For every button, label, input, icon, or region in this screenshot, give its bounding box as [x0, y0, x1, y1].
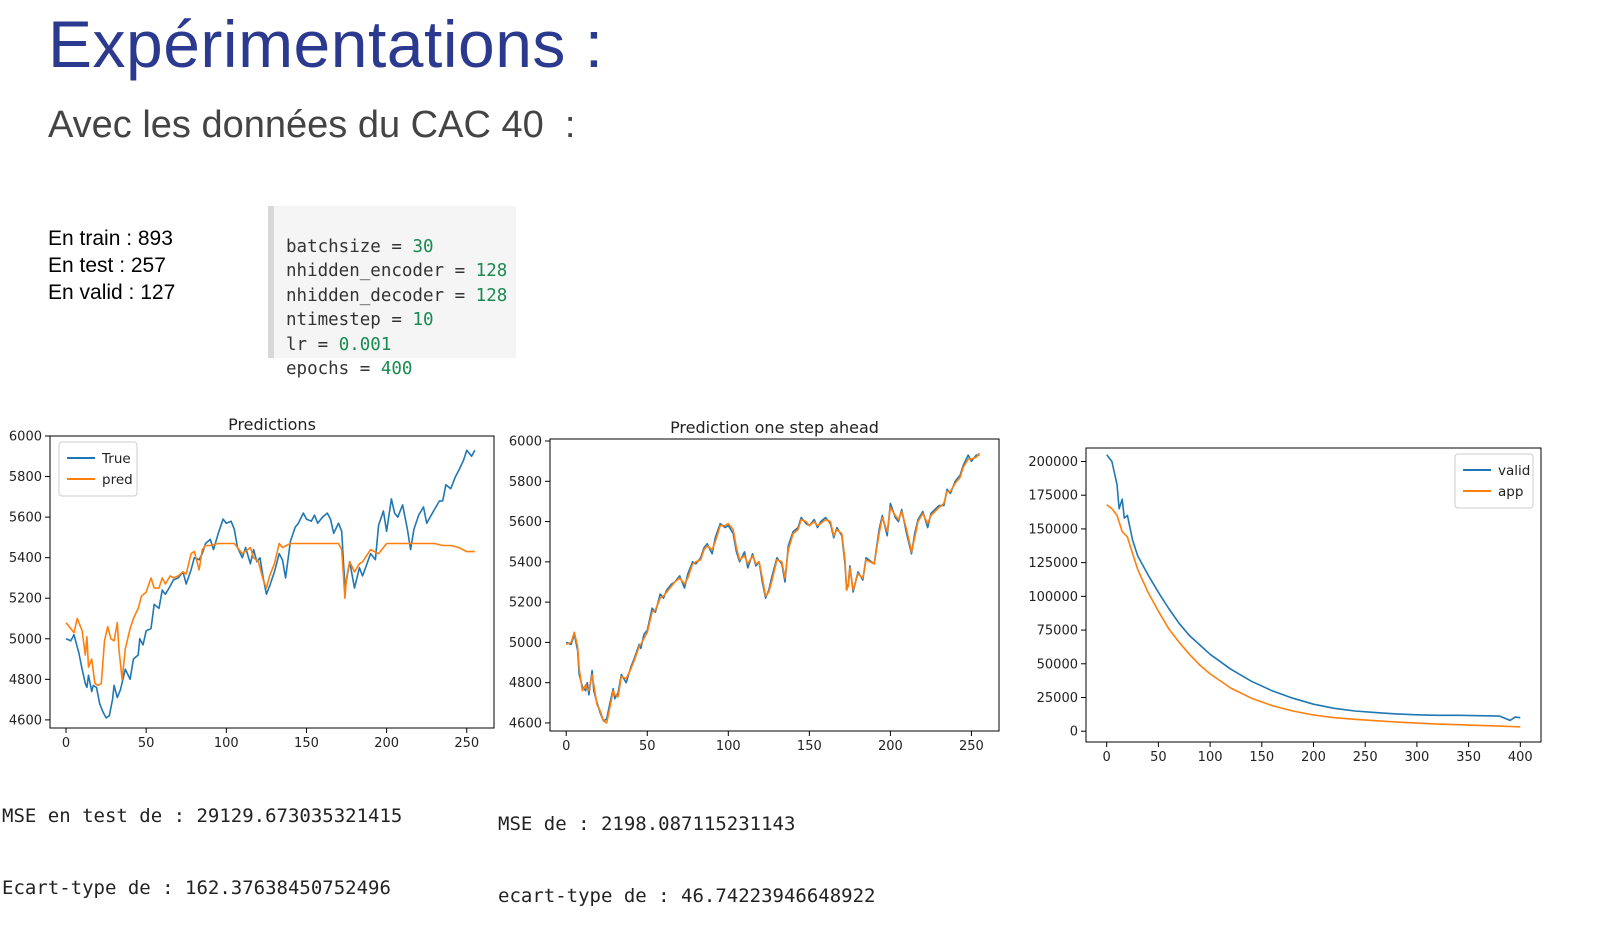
- chart-title: Predictions: [228, 415, 316, 434]
- y-tick-label: 6000: [9, 430, 42, 445]
- x-tick-label: 100: [1198, 750, 1223, 765]
- param-line: nhidden_encoder = 128: [286, 261, 508, 281]
- x-tick-label: 50: [1150, 750, 1167, 765]
- x-tick-label: 400: [1508, 750, 1533, 765]
- x-tick-label: 200: [374, 736, 399, 751]
- x-tick-label: 250: [454, 736, 479, 751]
- slide-title: Expérimentations :: [48, 7, 604, 81]
- plot-frame: [549, 438, 1000, 732]
- series-line-valid: [1106, 454, 1521, 722]
- chart-svg: Prediction one step ahead 0 50 100 150 200 250…: [509, 418, 1000, 754]
- series-line-app: [1106, 503, 1521, 728]
- param-line: epochs = 400: [286, 359, 413, 379]
- mse-text: MSE de : 2198.087115231143: [498, 813, 796, 835]
- x-tick-label: 200: [1301, 750, 1326, 765]
- train-count: En train : 893: [48, 227, 173, 250]
- x-tick-label: 300: [1404, 750, 1429, 765]
- y-tick-label: 150000: [1028, 522, 1078, 537]
- y-tick-label: 5000: [509, 636, 542, 651]
- chart-title: Prediction one step ahead: [670, 418, 879, 437]
- y-tick-label: 25000: [1037, 691, 1078, 706]
- legend-label: True: [101, 451, 131, 467]
- x-tick-label: 250: [959, 739, 984, 754]
- y-tick-label: 5000: [9, 632, 42, 647]
- chart1-metrics: MSE en test de : 29129.673035321415 Ecar…: [2, 756, 402, 924]
- y-tick-label: 200000: [1028, 455, 1078, 470]
- series-line-series-1: [565, 452, 981, 724]
- legend-label: pred: [102, 472, 133, 488]
- x-tick-label: 50: [138, 736, 155, 751]
- x-tick-label: 100: [716, 739, 741, 754]
- y-tick-label: 4800: [9, 673, 42, 688]
- x-tick-label: 150: [294, 736, 319, 751]
- x-tick-label: 350: [1456, 750, 1481, 765]
- y-tick-label: 5800: [9, 470, 42, 485]
- legend-label: app: [1498, 484, 1523, 500]
- y-tick-label: 175000: [1028, 489, 1078, 504]
- x-tick-label: 150: [1249, 750, 1274, 765]
- predictions-chart: Predictions 0 50 100 150 200 250 4600 4800 5000 52…: [0, 412, 500, 757]
- chart-svg: 0 50 100 150 200 250 300 350 400 0 25000 50000 75000…: [1028, 447, 1542, 765]
- param-line: ntimestep = 10: [286, 310, 434, 330]
- valid-count: En valid : 127: [48, 281, 176, 304]
- param-line: lr = 0.001: [286, 334, 392, 355]
- y-tick-label: 4600: [509, 716, 542, 731]
- dataset-split-list: En train : 893 En test : 257 En valid : …: [48, 225, 175, 306]
- chart-svg: Predictions 0 50 100 150 200 250 4600 4800 5000 52…: [9, 415, 495, 751]
- legend-box: [1454, 453, 1534, 509]
- hyperparameter-code-block: batchsize = 30 nhidden_encoder = 128 nhidd…: [268, 206, 516, 379]
- one-step-ahead-chart: Prediction one step ahead 0 50 100 150 200 250…: [505, 415, 1005, 760]
- x-tick-label: 50: [639, 739, 656, 754]
- std-text: ecart-type de : 46.74223946648922: [498, 885, 876, 907]
- y-tick-label: 4600: [9, 713, 42, 728]
- loss-curve-chart: 0 50 100 150 200 250 300 350 400 0 25000 50000 75000…: [1020, 438, 1560, 778]
- x-tick-label: 0: [562, 739, 570, 754]
- std-text: Ecart-type de : 162.37638450752496: [2, 877, 391, 899]
- legend-label: valid: [1498, 463, 1530, 479]
- series-line-pred: [65, 542, 475, 687]
- y-tick-label: 50000: [1037, 657, 1078, 672]
- series-line-True: [65, 449, 476, 719]
- y-tick-label: 5400: [9, 551, 42, 566]
- x-tick-label: 0: [1103, 750, 1111, 765]
- y-tick-label: 5400: [509, 555, 542, 570]
- param-line: batchsize = 30: [286, 236, 434, 257]
- y-tick-label: 5600: [509, 515, 542, 530]
- y-tick-label: 125000: [1028, 556, 1078, 571]
- test-count: En test : 257: [48, 254, 166, 277]
- legend-box: [58, 441, 138, 497]
- chart2-metrics: MSE de : 2198.087115231143 ecart-type de…: [498, 764, 876, 932]
- y-tick-label: 5600: [9, 511, 42, 526]
- x-tick-label: 0: [62, 736, 70, 751]
- x-tick-label: 100: [214, 736, 239, 751]
- y-tick-label: 0: [1070, 725, 1078, 740]
- y-tick-label: 6000: [509, 435, 542, 450]
- x-tick-label: 250: [1353, 750, 1378, 765]
- mse-text: MSE en test de : 29129.673035321415: [2, 805, 403, 827]
- y-tick-label: 100000: [1028, 590, 1078, 605]
- x-tick-label: 200: [878, 739, 903, 754]
- slide-subtitle: Avec les données du CAC 40 :: [48, 104, 576, 146]
- x-tick-label: 150: [797, 739, 822, 754]
- y-tick-label: 5200: [9, 592, 42, 607]
- param-line: nhidden_decoder = 128: [286, 285, 508, 306]
- y-tick-label: 5800: [509, 475, 542, 490]
- y-tick-label: 4800: [509, 676, 542, 691]
- y-tick-label: 5200: [509, 596, 542, 611]
- y-tick-label: 75000: [1037, 624, 1078, 639]
